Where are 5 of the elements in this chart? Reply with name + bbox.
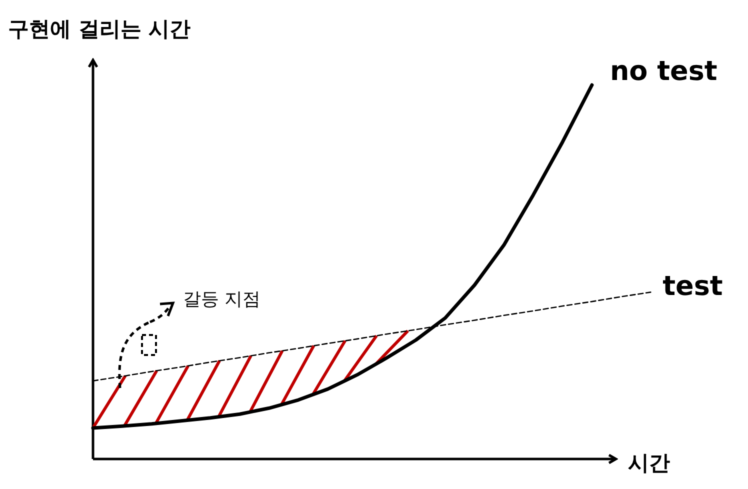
x-axis-title: 시간 [628, 451, 670, 475]
series-label: no test [610, 56, 718, 87]
y-axis-title: 구현에 걸리는 시간 [8, 17, 191, 41]
series-label: test [662, 271, 723, 302]
annotation: 갈등 지점 [183, 289, 261, 310]
